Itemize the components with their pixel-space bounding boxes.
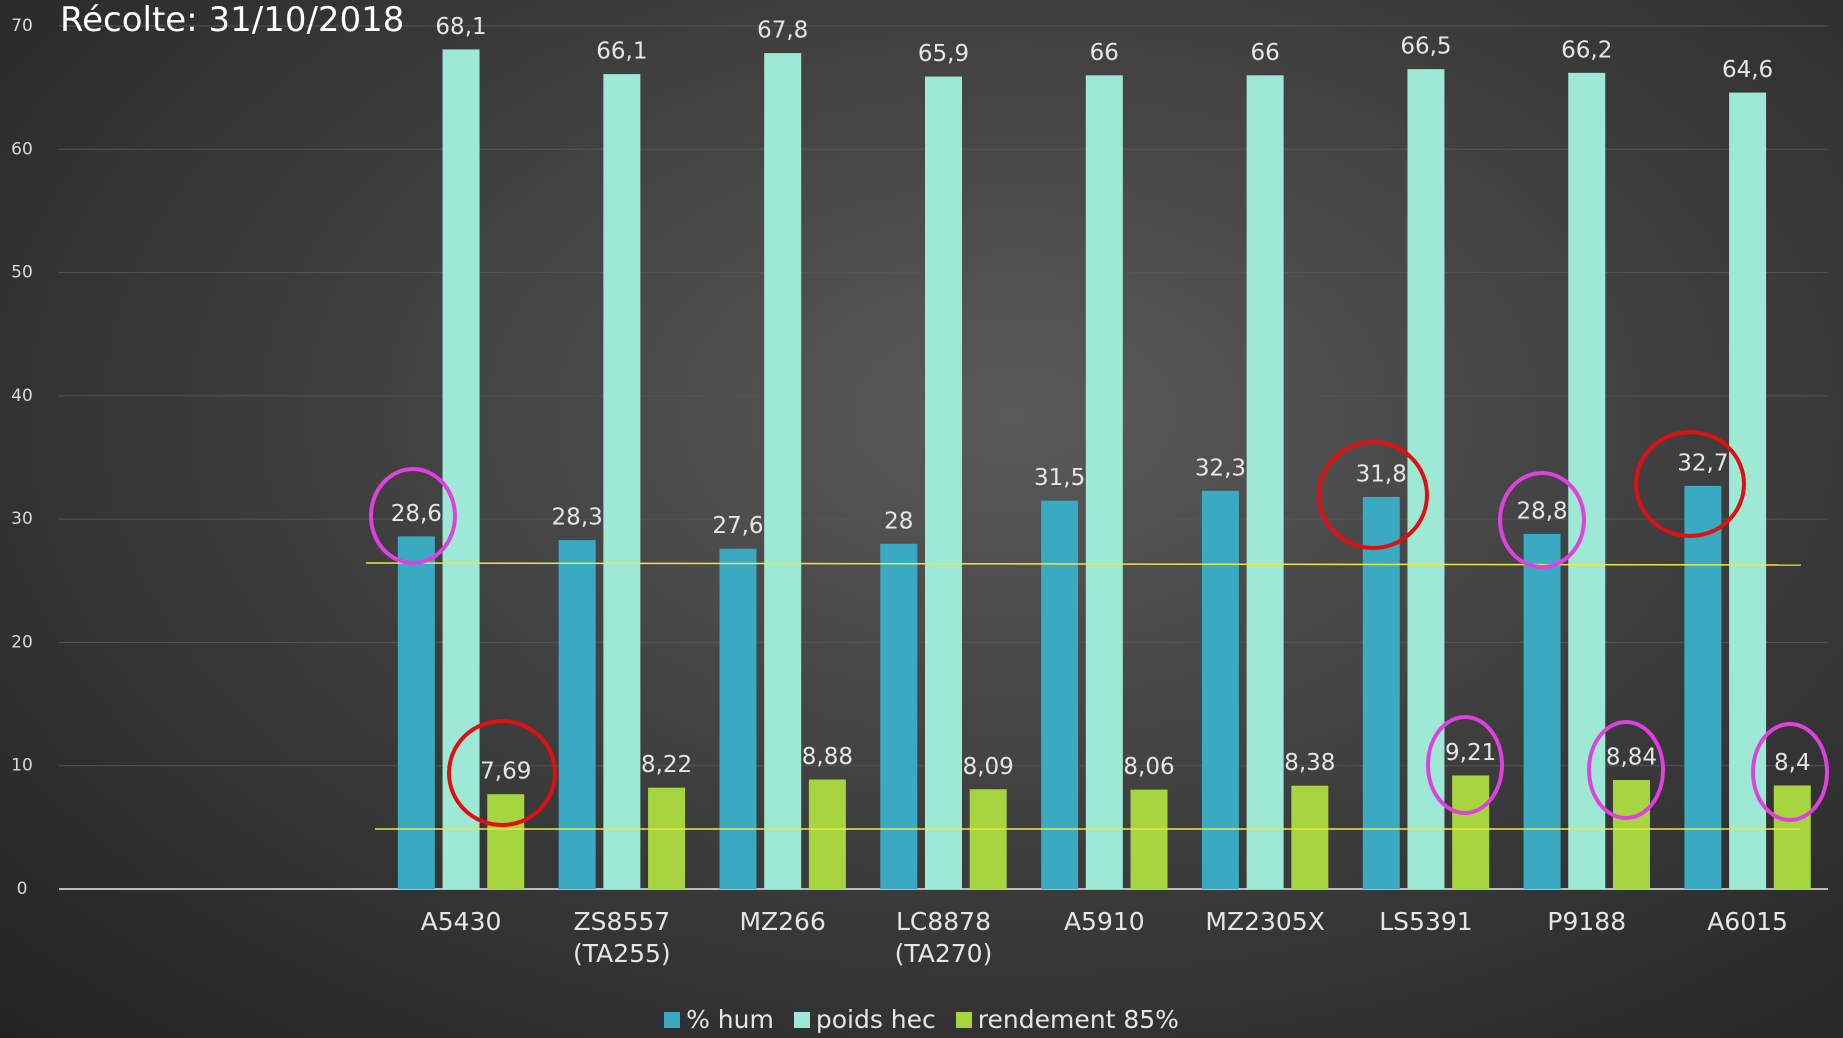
bar — [603, 74, 641, 890]
bar — [648, 787, 686, 889]
bars: 28,6 68,1 7,69 28,3 66,1 8,22 27,6 67,8 8,88 28 65… — [391, 14, 1811, 890]
bar — [1729, 92, 1767, 890]
bar — [1773, 785, 1811, 889]
data-label: 8,88 — [802, 744, 853, 770]
data-label: 64,6 — [1722, 57, 1773, 83]
bar — [1612, 780, 1650, 889]
bar — [1201, 490, 1239, 889]
bar — [1130, 789, 1168, 889]
bar — [1085, 75, 1123, 890]
chart-title: Récolte: 31/10/2018 — [60, 0, 405, 40]
data-label: 66,5 — [1400, 34, 1451, 60]
data-label: 31,5 — [1034, 465, 1085, 491]
data-label: 8,38 — [1284, 750, 1335, 776]
highlight-circle — [1317, 440, 1429, 550]
bar — [808, 779, 846, 889]
x-tick-label: MZ266 — [739, 907, 826, 936]
legend: % hum poids hec rendement 85% — [0, 1005, 1843, 1034]
bar — [1362, 496, 1400, 889]
data-label: 66,1 — [596, 39, 647, 65]
data-label: 8,06 — [1123, 754, 1174, 780]
bar — [1523, 533, 1561, 889]
legend-item: rendement 85% — [955, 1005, 1179, 1034]
legend-label: rendement 85% — [977, 1005, 1179, 1034]
data-label: 7,69 — [480, 759, 531, 785]
data-label: 28,6 — [391, 501, 442, 527]
data-label: 8,84 — [1606, 745, 1657, 771]
bar — [1041, 500, 1079, 889]
x-tick-label: A6015 — [1707, 907, 1788, 936]
y-tick-label: 70 — [11, 16, 33, 36]
data-label: 32,3 — [1195, 455, 1246, 481]
highlight-circle — [447, 719, 557, 827]
bar — [558, 540, 596, 889]
highlight-circle — [1587, 720, 1665, 820]
legend-label: poids hec — [815, 1005, 936, 1034]
data-label: 65,9 — [918, 41, 969, 67]
bar — [925, 76, 962, 890]
bar — [719, 548, 757, 889]
data-label: 67,8 — [757, 18, 808, 44]
y-tick-label: 50 — [11, 263, 33, 283]
x-tick-label: ZS8557 (TA255) — [573, 907, 671, 968]
legend-swatch — [793, 1011, 810, 1028]
data-label: 66 — [1090, 40, 1119, 66]
y-tick-label: 30 — [11, 509, 33, 529]
bar — [1452, 775, 1490, 889]
x-tick-label: A5910 — [1063, 907, 1145, 936]
data-label: 28,8 — [1516, 498, 1567, 524]
data-label: 66 — [1250, 40, 1279, 66]
y-tick-label: 10 — [11, 756, 33, 776]
bar — [880, 543, 918, 889]
data-label: 8,09 — [963, 754, 1014, 780]
legend-label: % hum — [686, 1005, 774, 1034]
data-label: 8,4 — [1774, 750, 1811, 776]
data-label: 27,6 — [712, 513, 763, 539]
data-label: 66,2 — [1561, 37, 1612, 63]
threshold-line — [365, 562, 1802, 566]
bar — [397, 536, 435, 889]
legend-item: % hum — [664, 1005, 774, 1034]
bar — [764, 53, 802, 889]
highlight-circle — [1498, 471, 1586, 569]
x-tick-label: MZ2305X — [1205, 907, 1325, 936]
bar — [487, 794, 525, 889]
data-label: 28 — [884, 508, 913, 534]
data-label: 9,21 — [1445, 740, 1496, 766]
data-label: 32,7 — [1677, 450, 1728, 476]
y-tick-label: 60 — [11, 139, 33, 159]
x-tick-label: LS5391 — [1379, 907, 1473, 936]
bar — [1291, 785, 1329, 889]
data-label: 68,1 — [435, 14, 486, 40]
bar — [1568, 72, 1606, 889]
bar — [442, 49, 480, 889]
x-tick-label: P9188 — [1547, 907, 1627, 936]
y-tick-label: 20 — [11, 632, 33, 652]
bar — [1246, 75, 1284, 890]
highlight-circle — [1426, 715, 1504, 815]
data-label: 31,8 — [1356, 461, 1407, 487]
bar — [969, 789, 1007, 889]
data-label: 28,3 — [552, 505, 603, 531]
highlight-circle — [1634, 430, 1746, 538]
data-label: 8,22 — [641, 752, 692, 778]
bar — [1684, 485, 1722, 889]
legend-swatch — [955, 1011, 972, 1028]
x-tick-label: LC8878 (TA270) — [894, 907, 993, 968]
y-tick-label: 40 — [11, 386, 33, 406]
legend-swatch — [664, 1011, 681, 1028]
highlight-circle — [1751, 722, 1829, 822]
y-tick-label: 0 — [17, 879, 28, 899]
x-tick-label: A5430 — [420, 907, 502, 936]
annotations — [365, 430, 1829, 830]
legend-item: poids hec — [793, 1005, 936, 1034]
highlight-circle — [369, 467, 457, 565]
